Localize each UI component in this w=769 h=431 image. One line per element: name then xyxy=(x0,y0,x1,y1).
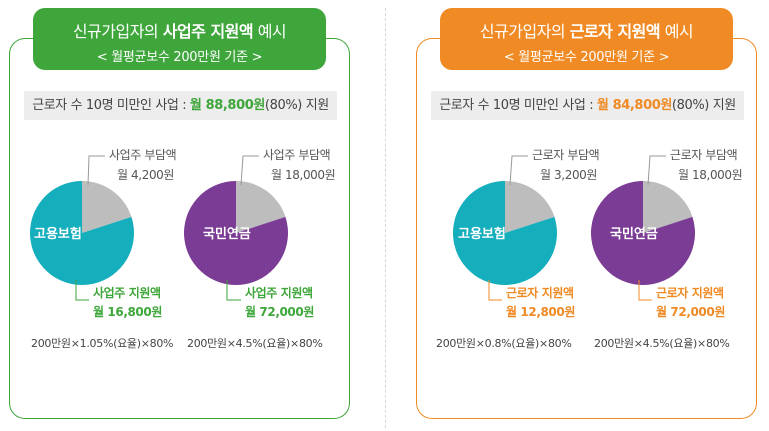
rate-formula: 200만원×0.8%(요율)×80% xyxy=(436,337,572,350)
share-amount: 월 18,000원 xyxy=(271,168,335,182)
summary-prefix: 근로자 수 10명 미만인 사업 : xyxy=(32,98,190,113)
panel-header: 신규가입자의 사업주 지원액 예시 < 월평균보수 200만원 기준 > xyxy=(33,8,326,70)
share-amount: 월 4,200원 xyxy=(117,168,174,182)
summary-value: 월 84,800원 xyxy=(596,98,672,113)
support-summary-bar: 근로자 수 10명 미만인 사업 : 월 84,800원(80%) 지원 xyxy=(431,91,744,120)
worker-support-panel: 신규가입자의 근로자 지원액 예시 < 월평균보수 200만원 기준 > 근로자… xyxy=(416,8,761,421)
pie-center-label: 고용보험 xyxy=(34,226,82,242)
rate-formula: 200만원×4.5%(요율)×80% xyxy=(187,337,323,350)
pie-chart-national-pension xyxy=(591,181,695,285)
share-amount: 월 18,000원 xyxy=(678,168,742,182)
support-amount: 월 72,000원 xyxy=(245,304,314,319)
share-leader-line xyxy=(647,155,666,186)
header-title-pre: 신규가입자의 xyxy=(479,22,570,41)
share-amount: 월 3,200원 xyxy=(540,168,597,182)
support-amount: 월 72,000원 xyxy=(656,304,725,319)
pie-chart-employment-insurance xyxy=(453,181,557,285)
share-leader-line xyxy=(240,155,259,186)
header-title-pre: 신규가입자의 xyxy=(72,22,163,41)
support-leader-line xyxy=(75,280,89,301)
support-leader-line xyxy=(226,280,241,301)
header-title: 신규가입자의 근로자 지원액 예시 xyxy=(440,18,733,42)
share-label: 근로자 부담액 xyxy=(532,148,599,162)
header-subtitle: < 월평균보수 200만원 기준 > xyxy=(96,50,263,65)
pie-slice-support xyxy=(29,181,134,285)
share-label: 사업주 부담액 xyxy=(109,148,176,162)
pie-chart-employment-insurance xyxy=(29,181,134,285)
share-label: 근로자 부담액 xyxy=(670,148,737,162)
header-title: 신규가입자의 사업주 지원액 예시 xyxy=(33,18,326,42)
support-label: 사업주 지원액 xyxy=(245,285,313,300)
panel-frame xyxy=(416,38,443,59)
share-leader-line xyxy=(509,155,528,186)
panel-header: 신규가입자의 근로자 지원액 예시 < 월평균보수 200만원 기준 > xyxy=(440,8,733,70)
pie-slice-support xyxy=(184,181,288,285)
pie-slice-share xyxy=(505,181,555,233)
rate-formula: 200만원×1.05%(요율)×80% xyxy=(31,337,174,350)
summary-suffix: (80%) 지원 xyxy=(264,98,329,113)
employer-support-panel: 신규가입자의 사업주 지원액 예시 < 월평균보수 200만원 기준 > 근로자… xyxy=(9,8,354,421)
header-title-bold: 사업주 지원액 xyxy=(162,22,254,41)
header-title-post: 예시 xyxy=(253,22,287,41)
pie-charts-svg: 고용보험 근로자 부담액 월 3,200원 근로자 지원액 월 12,800원 … xyxy=(453,148,743,319)
support-amount: 월 16,800원 xyxy=(93,304,162,319)
support-label: 근로자 지원액 xyxy=(506,285,574,300)
rate-formula: 200만원×4.5%(요율)×80% xyxy=(594,337,730,350)
header-title-bold: 근로자 지원액 xyxy=(569,22,661,41)
panel-divider xyxy=(385,8,386,428)
pie-center-label: 고용보험 xyxy=(458,226,506,242)
summary-prefix: 근로자 수 10명 미만인 사업 : xyxy=(439,98,597,113)
support-label: 사업주 지원액 xyxy=(93,285,161,300)
support-leader-line xyxy=(488,280,502,301)
pie-slice-share xyxy=(643,181,693,233)
share-leader-line xyxy=(87,155,105,186)
panel-frame xyxy=(9,53,350,419)
pie-slice-share xyxy=(82,181,132,233)
panel-frame xyxy=(9,38,36,59)
panel-frame xyxy=(416,53,757,419)
share-label: 사업주 부담액 xyxy=(263,148,330,162)
pie-slice-support xyxy=(591,181,695,285)
support-summary-bar: 근로자 수 10명 미만인 사업 : 월 88,800원(80%) 지원 xyxy=(24,91,337,120)
pie-chart-national-pension xyxy=(184,181,288,285)
header-subtitle: < 월평균보수 200만원 기준 > xyxy=(503,50,670,65)
support-amount: 월 12,800원 xyxy=(506,304,575,319)
summary-suffix: (80%) 지원 xyxy=(671,98,736,113)
pie-slice-share xyxy=(236,181,286,233)
support-label: 근로자 지원액 xyxy=(656,285,724,300)
pie-center-label: 국민연금 xyxy=(203,226,251,242)
pie-charts-svg: 고용보험 사업주 부담액 월 4,200원 사업주 지원액 월 16,800원 … xyxy=(29,148,336,319)
header-title-post: 예시 xyxy=(660,22,694,41)
pie-slice-support xyxy=(453,181,557,285)
support-leader-line xyxy=(638,280,652,301)
summary-value: 월 88,800원 xyxy=(189,98,265,113)
pie-center-label: 국민연금 xyxy=(610,226,658,242)
